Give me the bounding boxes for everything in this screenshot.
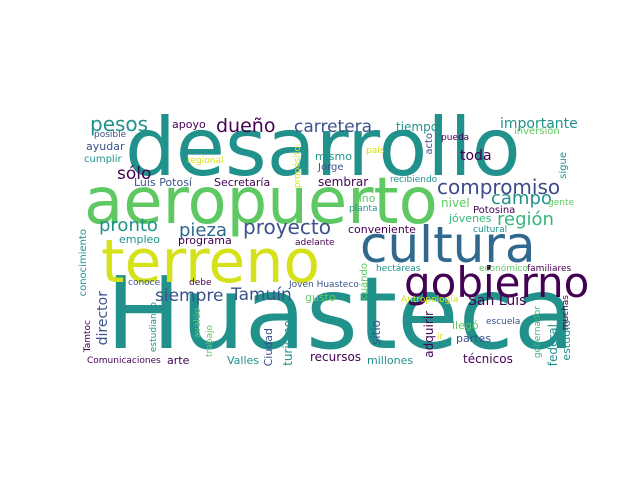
word-economico: económico bbox=[479, 264, 528, 274]
word-acto: acto bbox=[424, 133, 435, 155]
word-trabajo: trabajo bbox=[205, 325, 215, 357]
word-muchas: muchas bbox=[561, 295, 571, 331]
word-pieza: pieza bbox=[179, 220, 227, 241]
word-tecnicos: técnicos bbox=[463, 352, 513, 366]
word-empleo: empleo bbox=[119, 233, 161, 246]
word-cloud-canvas bbox=[81, 115, 574, 369]
word-jorge: Jorge bbox=[318, 162, 344, 173]
word-escuela: escuela bbox=[486, 317, 521, 327]
word-potosina: Potosina bbox=[473, 205, 516, 216]
word-conocimiento: conocimiento bbox=[78, 229, 89, 297]
word-conveniente: conveniente bbox=[348, 223, 416, 236]
word-tamuin: Tamuín bbox=[231, 285, 292, 305]
word-terreno: terreno bbox=[101, 227, 321, 297]
word-gente: gente bbox=[548, 198, 575, 208]
word-inversion: inversión bbox=[514, 126, 560, 137]
word-millones: millones bbox=[367, 354, 414, 367]
word-ciudad: Ciudad bbox=[262, 328, 275, 367]
word-turismo: turismo bbox=[281, 320, 295, 366]
word-gusto: gusto bbox=[305, 291, 336, 304]
word-antropologia: Antropología bbox=[401, 295, 459, 305]
word-tamtoc: Tamtoc bbox=[83, 320, 93, 353]
word-avaluo: avalúo bbox=[193, 308, 203, 339]
word-gobierno: gobierno bbox=[404, 258, 590, 307]
word-secretaria: Secretaría bbox=[214, 176, 271, 189]
word-san-luis: San Luis bbox=[468, 293, 527, 309]
word-dueno: dueño bbox=[216, 115, 276, 137]
word-proposito: propósito bbox=[293, 146, 303, 189]
word-carretera: carretera bbox=[294, 117, 373, 137]
word-cuando: cuándo bbox=[359, 263, 370, 300]
word-importante: importante bbox=[500, 116, 578, 132]
word-mismo: mismo bbox=[315, 150, 352, 163]
word-conoce: conoce bbox=[128, 278, 161, 288]
word-proyecto: proyecto bbox=[243, 215, 331, 239]
word-gobernador: gobernador bbox=[533, 306, 543, 359]
word-desarrollo: desarrollo bbox=[125, 101, 521, 194]
word-tiempo: tiempo bbox=[396, 120, 439, 134]
word-adelante: adelante bbox=[295, 238, 335, 248]
word-huasteca: Huasteca bbox=[106, 255, 575, 372]
word-posible: posible bbox=[94, 130, 127, 140]
word-campo: campo bbox=[491, 188, 552, 209]
word-valles: Valles bbox=[227, 354, 260, 367]
word-director: director bbox=[95, 291, 111, 346]
word-pesos: pesos bbox=[90, 112, 149, 136]
word-aeropuerto: aeropuerto bbox=[84, 165, 438, 239]
word-luis-potosi: Luis Potosí bbox=[134, 176, 192, 189]
word-nivel: nivel bbox=[441, 196, 470, 210]
word-familiares: familiares bbox=[527, 264, 572, 274]
word-cultural: cultural bbox=[473, 225, 508, 235]
word-siempre: siempre bbox=[155, 286, 224, 306]
word-arte: arte bbox=[167, 354, 190, 367]
word-recursos: recursos bbox=[310, 350, 362, 364]
word-jovenes: jóvenes bbox=[449, 212, 492, 225]
word-regional: regional bbox=[187, 156, 224, 166]
word-sitio: sitio bbox=[369, 320, 383, 345]
word-comunicaciones: Comunicaciones bbox=[87, 356, 161, 366]
word-hectareas: hectáreas bbox=[376, 264, 421, 274]
word-region: región bbox=[497, 209, 554, 230]
word-solo: sólo bbox=[117, 164, 152, 184]
word-sigue: sigue bbox=[558, 152, 569, 179]
word-debe: debe bbox=[189, 278, 212, 288]
word-pais: país bbox=[366, 146, 385, 156]
word-ir: ir bbox=[437, 332, 444, 342]
word-pueda: pueda bbox=[441, 133, 470, 143]
word-estudiando: estudiando bbox=[149, 302, 159, 353]
word-planta: planta bbox=[349, 204, 378, 214]
word-toda: toda bbox=[460, 148, 492, 164]
word-partes: partes bbox=[456, 332, 492, 345]
word-llego: llegó bbox=[452, 319, 479, 332]
word-apoyo: apoyo bbox=[172, 118, 206, 131]
word-programa: programa bbox=[178, 234, 232, 247]
word-pronto: pronto bbox=[99, 215, 158, 236]
word-cumplir: cumplir bbox=[84, 154, 122, 165]
word-compromiso: compromiso bbox=[437, 175, 561, 199]
word-adquirir: adquirir bbox=[422, 311, 436, 358]
word-joven-huasteco: Joven Huasteco bbox=[289, 280, 359, 290]
word-cultura: cultura bbox=[360, 216, 536, 274]
word-federal: federal bbox=[546, 324, 560, 367]
word-recibiendo: recibiendo bbox=[390, 175, 438, 185]
word-ayudar: ayudar bbox=[86, 140, 125, 153]
word-sino: sino bbox=[353, 192, 376, 205]
word-sembrar: sembrar bbox=[318, 175, 369, 189]
